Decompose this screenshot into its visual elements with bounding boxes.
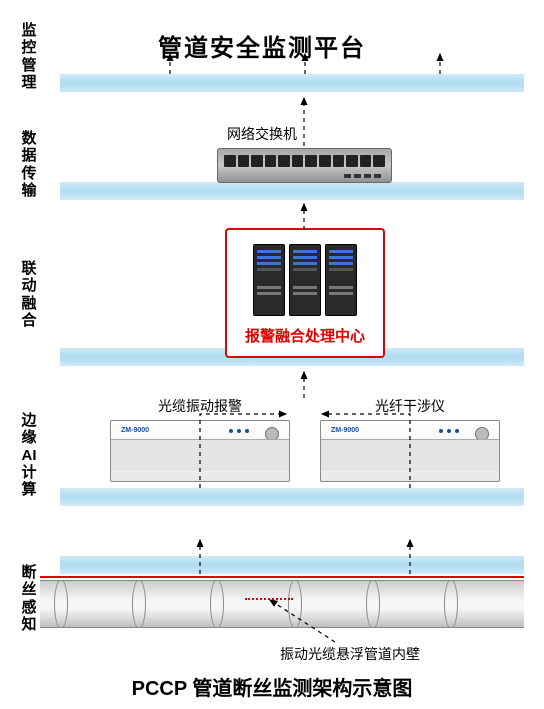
device-brand: ZM-9000	[121, 427, 176, 437]
device-left-label: 光缆振动报警	[120, 396, 280, 416]
diagram-title: PCCP 管道断丝监测架构示意图	[0, 672, 544, 701]
layer-label-3: 联动融合	[18, 260, 40, 329]
alarm-center-label: 报警融合处理中心	[233, 321, 377, 350]
layer-label-5: 断丝感知	[18, 564, 40, 633]
architecture-diagram: 监控管理 数据传输 联动融合 边缘AI计算 断丝感知 管道安全监测平台 网络交换…	[0, 0, 544, 680]
layer-label-4: 边缘AI计算	[18, 412, 40, 498]
network-switch	[217, 148, 392, 183]
server-icon	[289, 244, 321, 316]
server-rack	[227, 244, 383, 316]
cable-note: 振动光缆悬浮管道内壁	[240, 644, 460, 664]
switch-label: 网络交换机	[0, 124, 524, 144]
alarm-center-box: 报警融合处理中心	[225, 228, 385, 358]
red-dotted-cable	[245, 598, 293, 600]
band-1	[60, 74, 524, 92]
device-vibration-alarm: ZM-9000	[110, 420, 290, 482]
red-cable-line	[40, 576, 524, 578]
band-5	[60, 556, 524, 574]
device-right-label: 光纤干涉仪	[330, 396, 490, 416]
band-4	[60, 488, 524, 506]
band-2	[60, 182, 524, 200]
pipeline	[40, 580, 524, 628]
platform-title: 管道安全监测平台	[0, 28, 524, 63]
device-interferometer: ZM-9000	[320, 420, 500, 482]
server-icon	[325, 244, 357, 316]
server-icon	[253, 244, 285, 316]
device-brand: ZM-9000	[331, 427, 386, 437]
